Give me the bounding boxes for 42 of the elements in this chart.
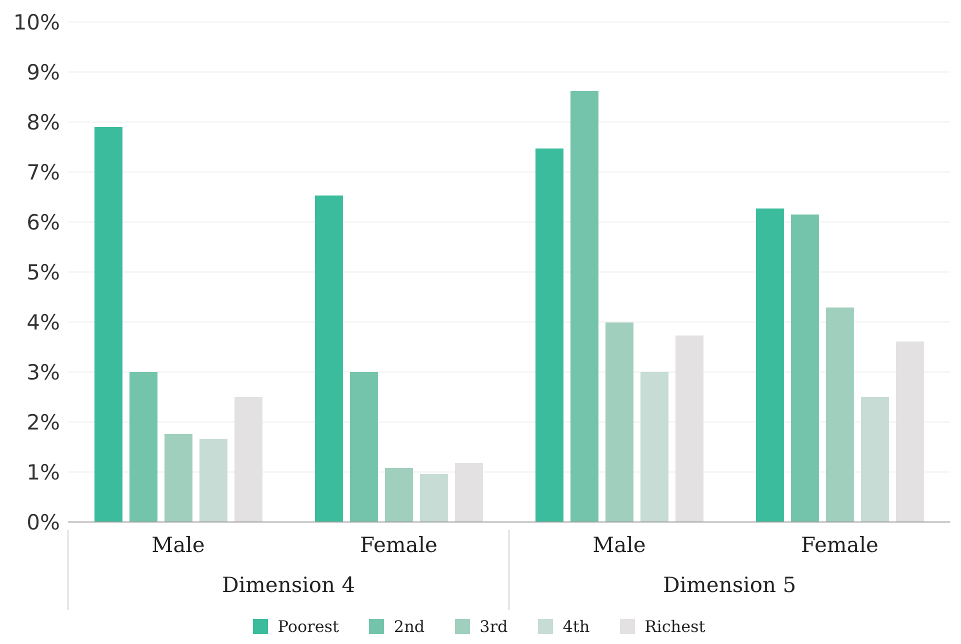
legend-label: 2nd (394, 617, 425, 636)
bar (756, 208, 784, 522)
bar (790, 214, 819, 522)
bar (350, 372, 378, 522)
bar (94, 127, 122, 522)
x-tick-label: Male (152, 533, 205, 557)
text: Dimension 5 (662, 573, 796, 597)
y-tick-label: 4% (26, 310, 60, 334)
legend-label: 4th (562, 617, 590, 636)
bar (605, 322, 634, 522)
y-tick-label: 6% (26, 210, 60, 234)
y-tick-label: 0% (26, 510, 60, 534)
bar (384, 468, 413, 522)
y-tick-label: 2% (26, 410, 60, 434)
bar (640, 372, 668, 522)
bar (826, 308, 854, 522)
bar (675, 336, 704, 522)
y-tick-label: 1% (26, 460, 60, 484)
bar (860, 397, 889, 522)
y-tick-label: 8% (26, 110, 60, 134)
bar (314, 196, 343, 522)
x-tick-label: Male (592, 533, 646, 557)
y-tick-label: 5% (26, 260, 60, 284)
bar (129, 372, 158, 522)
bar (234, 397, 262, 522)
bar (535, 148, 564, 522)
x-tick-label: Female (801, 533, 878, 557)
bar (199, 439, 228, 522)
y-tick-label: 9% (26, 60, 60, 84)
bar (896, 342, 924, 522)
bar (164, 434, 192, 522)
x-tick-label: Female (360, 533, 438, 557)
bar (454, 463, 483, 522)
text: Dimension 4 (222, 573, 356, 597)
legend-label: 3rd (480, 617, 508, 636)
y-tick-label: 10% (13, 10, 60, 34)
y-tick-label: 3% (26, 360, 60, 384)
bar (420, 474, 448, 522)
y-tick-label: 7% (26, 160, 60, 184)
legend-label: Richest (644, 617, 706, 636)
legend-label: Poorest (278, 617, 339, 636)
bar (570, 91, 598, 522)
